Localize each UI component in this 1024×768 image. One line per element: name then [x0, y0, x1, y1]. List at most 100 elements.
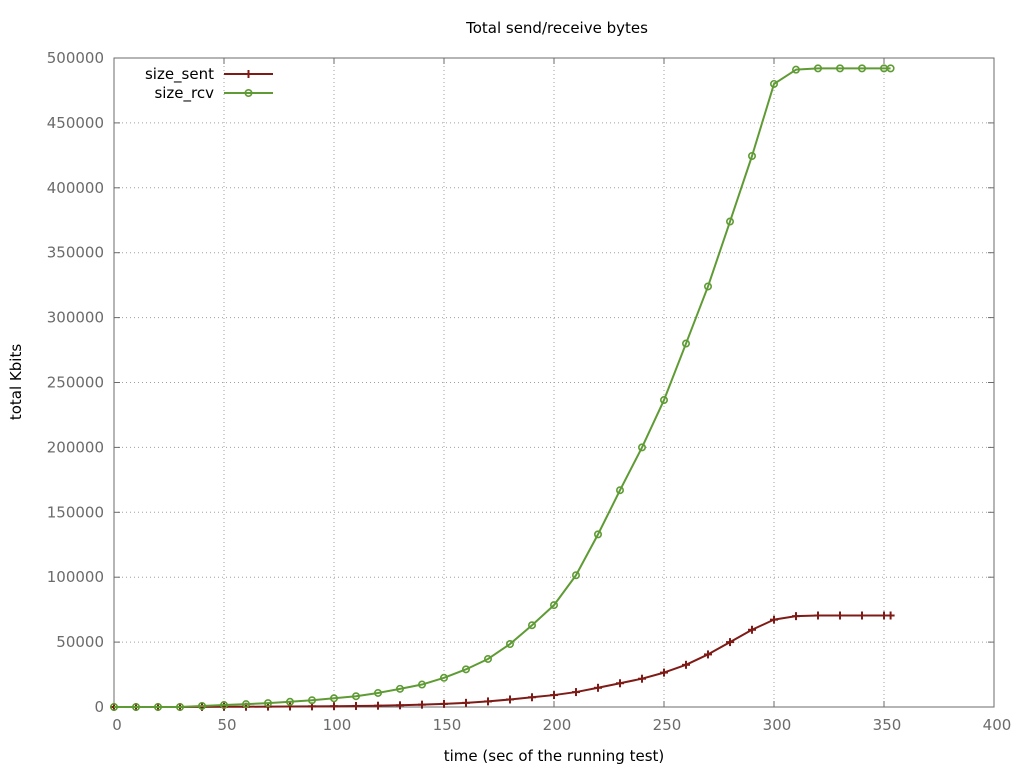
data-point-size_rcv — [373, 688, 382, 697]
data-point-size_sent — [638, 674, 646, 683]
data-point-size_sent — [352, 701, 360, 710]
data-point-size_sent — [792, 612, 800, 621]
data-point-size_sent — [440, 699, 448, 708]
data-point-size_sent — [814, 611, 822, 620]
data-point-size_rcv — [285, 697, 294, 706]
y-tick-label: 450000 — [47, 114, 104, 132]
data-point-size_sent — [286, 702, 294, 711]
data-point-size_rcv — [263, 699, 272, 708]
y-tick-label: 100000 — [47, 568, 104, 586]
data-point-size_sent — [836, 611, 844, 620]
data-point-size_sent — [484, 697, 492, 706]
data-point-size_rcv — [154, 702, 163, 711]
data-point-size_sent — [374, 701, 382, 710]
data-point-size_rcv — [132, 702, 141, 711]
data-point-size_sent — [550, 691, 558, 700]
data-point-size_rcv — [527, 621, 536, 630]
data-point-size_sent — [726, 638, 734, 647]
data-point-size_sent — [506, 695, 514, 704]
legend-marker-size_rcv — [244, 89, 253, 98]
series-layer — [110, 64, 895, 711]
data-point-size_rcv — [747, 151, 756, 160]
chart-title: Total send/receive bytes — [465, 19, 648, 37]
data-point-size_sent — [886, 611, 895, 620]
axis-ticks: 0 50 100 150 200 250 300 350 400 0 50000 100000 1500… — [47, 49, 1012, 734]
y-tick-label: 500000 — [47, 49, 104, 67]
x-tick-label: 350 — [873, 716, 902, 734]
x-tick-label: 0 — [112, 716, 122, 734]
data-point-size_sent — [572, 688, 580, 697]
x-tick-label: 400 — [983, 716, 1012, 734]
data-point-size_rcv — [307, 696, 316, 705]
data-point-size_sent — [594, 683, 602, 692]
x-tick-label: 100 — [323, 716, 352, 734]
data-point-size_rcv — [835, 64, 844, 73]
y-tick-label: 300000 — [47, 309, 104, 327]
data-point-size_rcv — [681, 339, 690, 348]
data-point-size_sent — [616, 679, 624, 688]
data-point-size_rcv — [417, 680, 426, 689]
legend-label: size_rcv — [154, 84, 214, 103]
x-tick-label: 250 — [653, 716, 682, 734]
data-point-size_rcv — [198, 701, 207, 710]
gridlines — [114, 58, 994, 707]
y-tick-label: 150000 — [47, 503, 104, 521]
data-point-size_rcv — [395, 684, 404, 693]
x-tick-label: 150 — [433, 716, 462, 734]
series-size_sent — [110, 611, 895, 711]
y-axis-label: total Kbits — [7, 344, 25, 420]
y-tick-label: 200000 — [47, 438, 104, 456]
legend-marker-size_sent — [244, 70, 253, 78]
data-point-size_sent — [330, 702, 338, 711]
data-point-size_rcv — [483, 654, 492, 663]
data-point-size_rcv — [110, 702, 119, 711]
data-point-size_rcv — [659, 396, 668, 405]
data-point-size_sent — [528, 693, 536, 702]
y-tick-label: 0 — [94, 698, 104, 716]
y-tick-label: 350000 — [47, 244, 104, 262]
data-point-size_rcv — [439, 673, 448, 682]
x-tick-label: 200 — [543, 716, 572, 734]
data-point-size_rcv — [571, 571, 580, 580]
y-tick-label: 250000 — [47, 374, 104, 392]
data-point-size_rcv — [791, 65, 800, 74]
data-point-size_rcv — [242, 700, 251, 709]
data-point-size_rcv — [593, 530, 602, 539]
data-point-size_rcv — [505, 640, 514, 649]
data-point-size_rcv — [351, 692, 360, 701]
data-point-size_rcv — [615, 486, 624, 495]
data-point-size_rcv — [176, 702, 185, 711]
data-point-size_sent — [396, 701, 404, 710]
data-point-size_sent — [462, 698, 470, 707]
x-axis-label: time (sec of the running test) — [444, 747, 665, 765]
data-point-size_sent — [660, 668, 668, 677]
data-point-size_sent — [858, 611, 866, 620]
data-point-size_sent — [770, 615, 778, 624]
data-point-size_sent — [682, 660, 690, 669]
legend-entry-size_rcv: size_rcv — [154, 84, 273, 103]
data-point-size_rcv — [813, 64, 822, 73]
data-point-size_sent — [748, 625, 756, 634]
data-point-size_sent — [418, 700, 426, 709]
data-point-size_rcv — [329, 694, 338, 703]
series-line-size_rcv — [114, 67, 891, 708]
data-point-size_rcv — [549, 601, 558, 610]
legend-entry-size_sent: size_sent — [145, 65, 273, 84]
data-point-size_rcv — [220, 701, 229, 710]
data-point-size_rcv — [461, 665, 470, 674]
data-point-size_rcv — [886, 64, 895, 73]
x-tick-label: 300 — [763, 716, 792, 734]
y-tick-label: 50000 — [56, 633, 104, 651]
data-point-size_rcv — [725, 217, 734, 226]
data-point-size_rcv — [637, 443, 646, 452]
data-point-size_sent — [704, 650, 712, 659]
y-tick-label: 400000 — [47, 179, 104, 197]
data-point-size_rcv — [857, 64, 866, 73]
legend-label: size_sent — [145, 65, 214, 84]
series-size_rcv — [110, 64, 895, 711]
data-point-size_rcv — [703, 282, 712, 291]
series-line-size_sent — [114, 614, 891, 708]
x-tick-label: 50 — [217, 716, 236, 734]
